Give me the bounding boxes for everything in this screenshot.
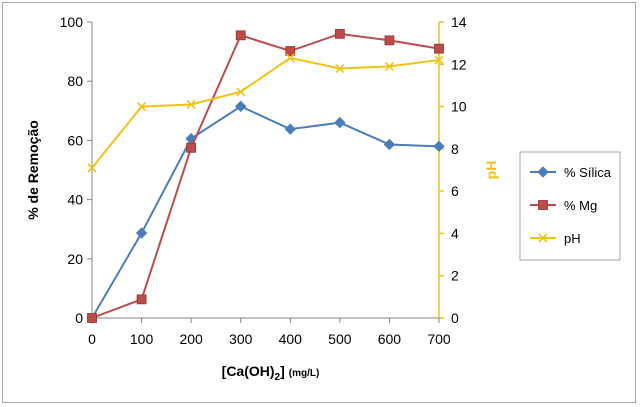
series-0-point bbox=[334, 116, 346, 129]
series-2-point-stroke bbox=[186, 99, 196, 110]
series-2-point-stroke bbox=[87, 163, 97, 173]
series-2-point bbox=[186, 99, 196, 110]
x-axis-title-close: ] bbox=[280, 363, 285, 379]
series-1-point bbox=[384, 35, 395, 46]
series-line-0 bbox=[91, 105, 440, 319]
series-2-point-stroke bbox=[335, 63, 345, 74]
left-tick-label: 40 bbox=[67, 192, 83, 208]
right-tick-label: 10 bbox=[451, 99, 467, 115]
legend-swatch-marker bbox=[538, 233, 548, 243]
x-tick-label: 600 bbox=[378, 331, 402, 347]
series-0-point bbox=[433, 140, 445, 153]
series-2-point-stroke bbox=[236, 87, 246, 97]
legend-label: % Mg bbox=[564, 198, 597, 213]
series-2-point bbox=[335, 63, 345, 74]
x-tick-label: 200 bbox=[179, 331, 203, 347]
right-tick-label: 0 bbox=[451, 310, 459, 326]
series-1-point bbox=[434, 43, 444, 54]
right-axis-title: pH bbox=[483, 161, 499, 180]
series-2-point-stroke bbox=[137, 102, 147, 112]
x-axis-title-subscript: 2 bbox=[275, 372, 281, 383]
x-tick-label: 500 bbox=[328, 331, 352, 347]
left-tick-label: 0 bbox=[75, 310, 83, 326]
left-tick-label: 20 bbox=[67, 251, 83, 267]
legend-label: % Sílica bbox=[564, 165, 612, 180]
series-2-point bbox=[285, 53, 295, 63]
series-2-point bbox=[137, 102, 147, 112]
x-axis-title-unit: (mg/L) bbox=[289, 368, 320, 379]
x-tick-label: 0 bbox=[88, 331, 96, 347]
x-axis-title-main: [Ca(OH) bbox=[222, 363, 275, 379]
series-1-point bbox=[235, 30, 246, 41]
series-2-point-stroke bbox=[285, 53, 295, 63]
legend-label: pH bbox=[564, 231, 581, 246]
left-tick-label: 100 bbox=[60, 14, 84, 30]
series-2-point bbox=[236, 87, 246, 97]
series-2-point bbox=[384, 61, 394, 71]
series-1-point bbox=[87, 313, 97, 323]
legend-swatch-marker-stroke bbox=[538, 233, 548, 243]
left-axis-title: % de Remoção bbox=[25, 120, 41, 220]
series-2-point bbox=[87, 163, 97, 173]
left-tick-label: 60 bbox=[67, 132, 83, 148]
series-0-point bbox=[135, 227, 148, 239]
series-line-2 bbox=[91, 56, 440, 169]
right-tick-label: 6 bbox=[451, 183, 459, 199]
x-tick-label: 400 bbox=[279, 331, 303, 347]
right-tick-label: 12 bbox=[451, 56, 467, 72]
x-tick-label: 300 bbox=[229, 331, 253, 347]
series-1-point bbox=[285, 46, 296, 56]
legend-swatch-marker bbox=[537, 166, 549, 178]
x-tick-label: 700 bbox=[427, 331, 451, 347]
x-tick-label: 100 bbox=[130, 331, 154, 347]
series-0-point bbox=[235, 100, 247, 113]
series-0-point bbox=[383, 138, 396, 151]
series-2-point-stroke bbox=[384, 61, 394, 71]
right-tick-label: 4 bbox=[451, 225, 459, 241]
legend-swatch-marker bbox=[538, 200, 548, 210]
right-tick-label: 8 bbox=[451, 141, 459, 157]
right-tick-label: 14 bbox=[451, 14, 467, 30]
series-2-point-stroke bbox=[434, 55, 444, 65]
x-axis-title: [Ca(OH)2] (mg/L) bbox=[222, 363, 320, 383]
series-1-point bbox=[334, 28, 345, 39]
series-1-point bbox=[186, 142, 197, 153]
series-1-point bbox=[136, 294, 147, 305]
left-tick-label: 80 bbox=[67, 73, 83, 89]
series-2-point bbox=[434, 55, 444, 65]
right-tick-label: 2 bbox=[451, 268, 459, 284]
series-0-point bbox=[284, 123, 296, 135]
series-line-1 bbox=[91, 32, 440, 319]
